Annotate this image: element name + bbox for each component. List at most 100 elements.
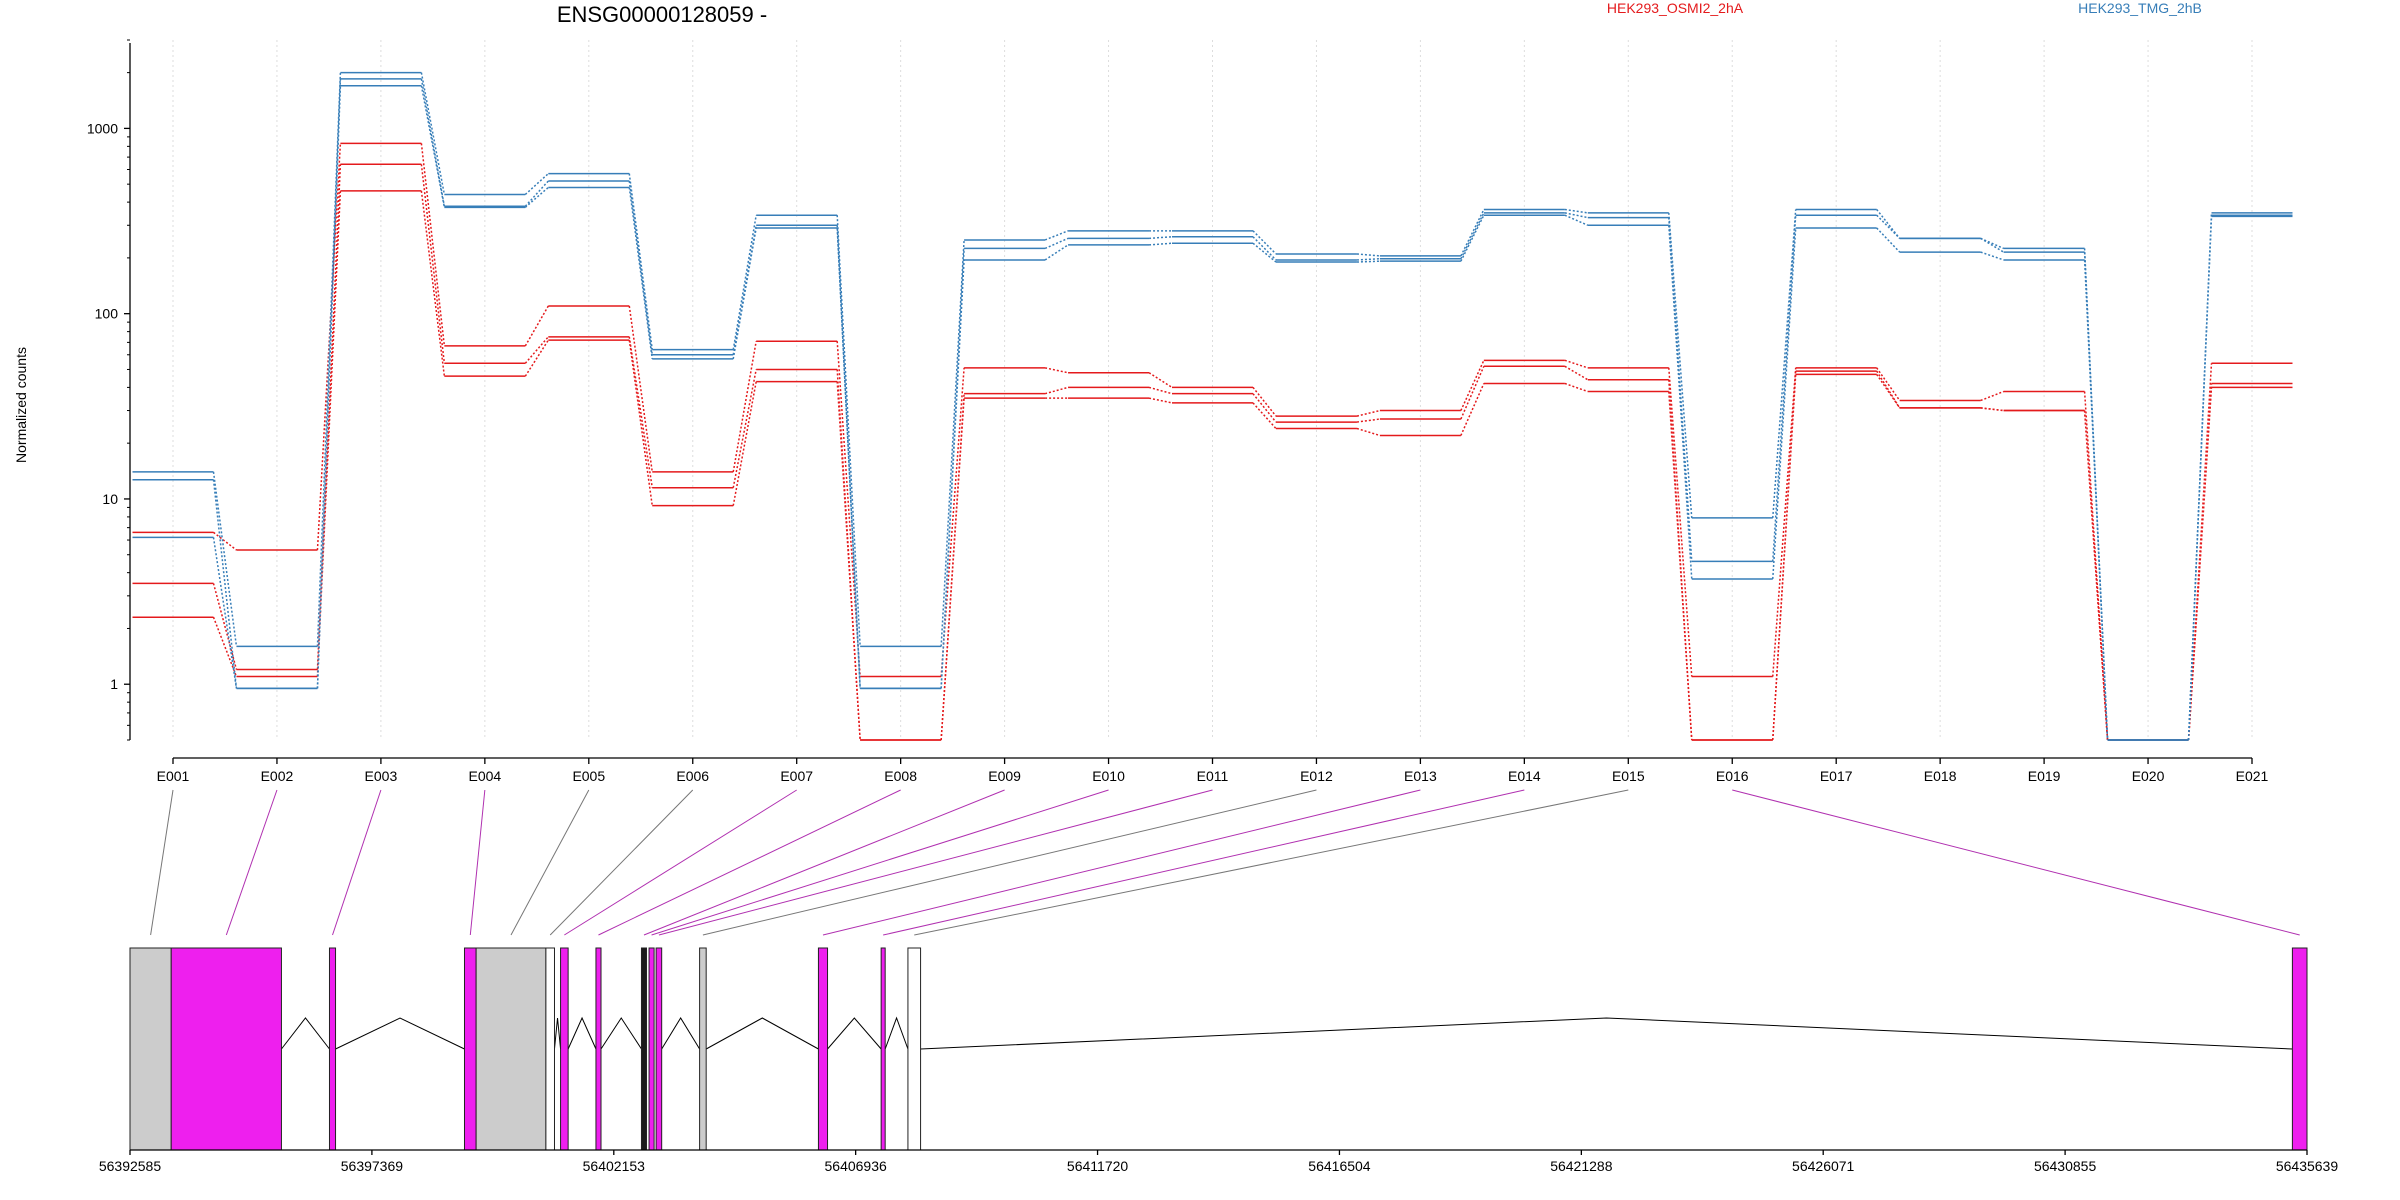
exon-link-e015 [914,789,1629,936]
genomic-tick-label: 56406936 [825,1158,888,1174]
intron-line [884,1016,909,1050]
y-tick-label: 1000 [87,120,118,136]
exon-link-e010 [651,789,1109,936]
series-connector [2187,387,2213,741]
series-connector [1356,427,1381,437]
series-connector [1876,374,1901,409]
exon-link-e014 [883,789,1525,936]
intron-line [281,1017,330,1050]
series-connector [1980,390,2004,402]
series-connector [628,180,653,355]
genomic-tick-label: 56402153 [583,1158,646,1174]
genomic-tick-label: 56411720 [1067,1158,1128,1174]
series-connector [1876,367,1901,401]
series-connector [1668,212,1693,518]
exon-link-e016 [1732,789,2300,936]
series-connector [212,537,238,689]
series-connector [1980,407,2004,412]
series-connector [1564,208,1588,214]
exon-block [699,947,707,1151]
exon-label-e005: E005 [572,768,605,784]
series-connector [1148,372,1173,389]
series-connector [1460,214,1485,262]
series-4 [132,71,2293,741]
series-connector [316,72,342,647]
series-connector [1668,391,1693,741]
y-tick-label: 10 [102,491,118,507]
series-connector [1564,359,1589,369]
series-connector [1356,409,1381,417]
series-connector [1356,253,1380,257]
series-connector [524,339,549,377]
series-connector [420,72,446,195]
series-connector [524,186,549,208]
series-connector [212,616,238,677]
intron-line [335,1017,465,1050]
exon-connector-lines [150,789,2300,936]
series-connector [420,190,446,377]
series-connector [212,583,238,670]
series-connector [2083,248,2109,741]
series-connector [1564,365,1589,381]
exon-block [545,947,555,1151]
genomic-tick-label: 56430855 [2034,1158,2097,1174]
exon-link-e003 [332,789,382,936]
exon-label-e007: E007 [780,768,813,784]
genomic-tick-label: 56392585 [99,1158,162,1174]
y-axis: 1 10 100 1000 [87,39,131,741]
series-connector [1356,260,1380,263]
series-connector [628,187,653,360]
y-tick-label: 100 [95,306,119,322]
series-6 [132,84,2293,741]
series-connector [1252,236,1277,261]
exon-link-e011 [658,789,1213,936]
series-connector [420,85,446,208]
series-connector [420,143,446,346]
exon-label-e003: E003 [365,768,398,784]
exon-link-e004 [469,789,486,936]
series-connector [420,78,446,207]
series-connector [836,225,861,689]
exon-label-e004: E004 [468,768,501,784]
series-connector [524,305,549,347]
exon-label-e013: E013 [1404,768,1437,784]
exon-label-e020: E020 [2132,768,2165,784]
chart-title: ENSG00000128059 - [557,2,767,27]
series-connector [836,227,861,689]
series-connector [732,369,757,488]
exon-label-e006: E006 [676,768,709,784]
series-connector [732,227,757,360]
series-connector [2187,215,2213,741]
y-axis-label: Normalized counts [13,347,29,463]
series-connector [1668,367,1693,677]
series-connector [2083,410,2109,741]
exon-link-e008 [598,789,901,936]
series-connector [212,479,238,689]
series-connector [1980,237,2004,253]
series-connector [732,381,757,506]
legend-label-tmg: HEK293_TMG_2hB [2078,0,2202,16]
series-connector [420,164,446,364]
grid-lines [172,40,2253,740]
series-connector [1044,367,1069,374]
exon-block [2291,947,2308,1151]
series-connector [1564,214,1589,226]
series-connector [213,531,237,551]
series-connector [524,173,549,196]
exon-link-e012 [702,789,1317,936]
exon-label-e010: E010 [1092,768,1125,784]
series-connector [1980,251,2004,261]
series-connector [940,367,965,677]
exon-link-e007 [564,789,797,936]
series-connector [1876,209,1901,239]
exon-label-e012: E012 [1300,768,1333,784]
series-connector [1772,367,1797,677]
series-connector [1460,360,1485,411]
series-connector [628,336,653,488]
series-connector [524,180,549,207]
genomic-tick-label: 56435639 [2276,1158,2339,1174]
series-connector [316,164,342,670]
series-connector [1772,209,1797,518]
exon-block [880,947,886,1151]
